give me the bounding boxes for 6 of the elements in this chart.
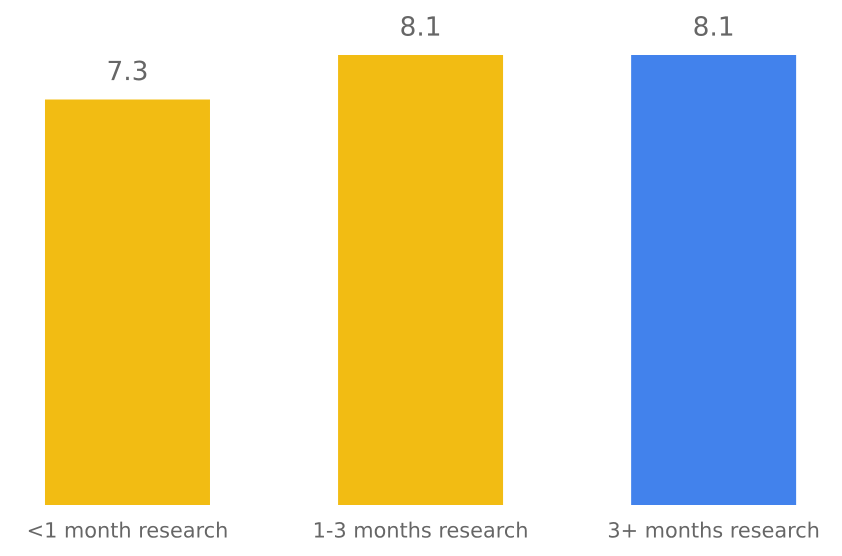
data-label: 7.3 [108,60,146,80]
data-label: 8.1 [401,16,440,36]
x-tick-label: 3+ months research [608,522,818,538]
x-tick-label: <1 month research [28,522,227,538]
data-label: 8.1 [694,16,732,36]
x-tick-label: 1-3 months research [314,522,527,538]
